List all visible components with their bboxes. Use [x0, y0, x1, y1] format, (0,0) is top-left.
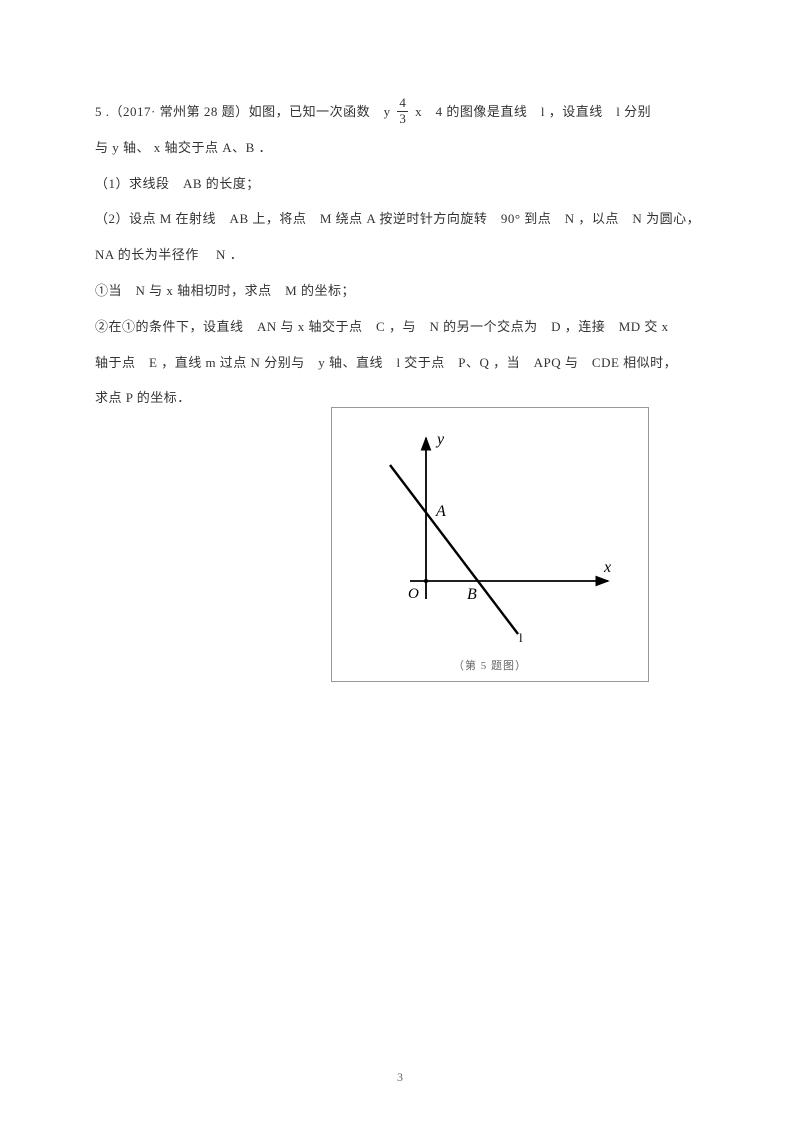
origin-label: O	[408, 586, 419, 602]
problem-line-7: ②在①的条件下，设直线 AN 与 x 轴交于点 C ，与 N 的另一个交点为 D…	[95, 310, 705, 344]
y-axis-label: y	[435, 431, 445, 448]
figure-diagram: y x A O B l （第 5 题图）	[331, 407, 649, 682]
page-number: 3	[0, 1070, 800, 1085]
origin-point	[424, 579, 428, 583]
line-l	[390, 465, 518, 634]
point-A-label: A	[435, 503, 446, 520]
coordinate-diagram: y x A O B l	[360, 426, 620, 651]
problem-line-3: （1）求线段 AB 的长度；	[95, 167, 705, 201]
x-axis-label: x	[603, 559, 611, 576]
fraction-denominator: 3	[397, 112, 408, 126]
fraction-numerator: 4	[397, 96, 408, 111]
figure-container: y x A O B l （第 5 题图）	[95, 407, 705, 682]
problem-line-6: ①当 N 与 x 轴相切时，求点 M 的坐标；	[95, 274, 705, 308]
problem-line-2: 与 y 轴、 x 轴交于点 A、B ．	[95, 131, 705, 165]
figure-caption: （第 5 题图）	[360, 657, 620, 673]
point-B-label: B	[467, 586, 477, 603]
fraction-4-3: 4 3	[397, 96, 408, 126]
problem-line-1: 5 .（2017· 常州第 28 题）如图，已知一次函数 y 4 3 x 4 的…	[95, 95, 705, 129]
problem-line-8: 轴于点 E ，直线 m 过点 N 分别与 y 轴、直线 l 交于点 P、Q ，当…	[95, 346, 705, 380]
problem-text: 5 .（2017· 常州第 28 题）如图，已知一次函数 y 4 3 x 4 的…	[95, 95, 705, 415]
line-l-label: l	[519, 630, 523, 645]
problem-line-4: （2）设点 M 在射线 AB 上，将点 M 绕点 A 按逆时针方向旋转 90° …	[95, 202, 705, 236]
problem-line-5: NA 的长为半径作 N ．	[95, 238, 705, 272]
text-seg: x 4 的图像是直线 l ，设直线 l 分别	[415, 104, 651, 119]
text-seg: 5 .（2017· 常州第 28 题）如图，已知一次函数 y	[95, 104, 391, 119]
